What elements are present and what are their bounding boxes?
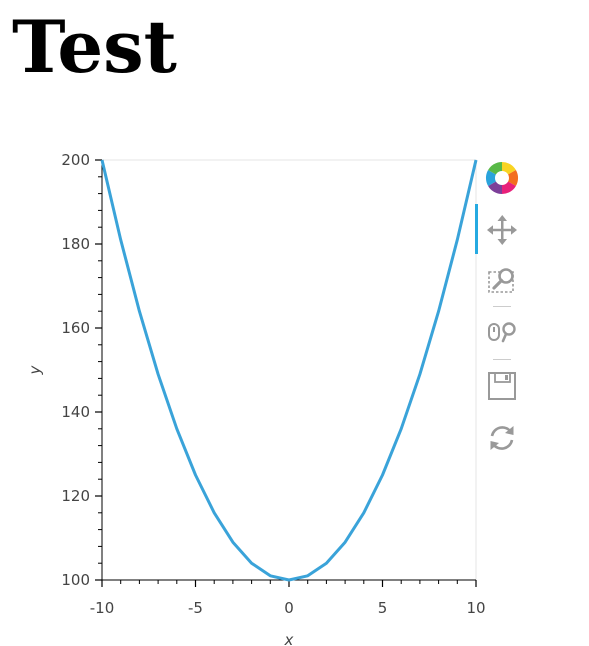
y-tick-label: 100 [61,571,90,589]
y-tick-label: 140 [61,403,90,421]
pan-icon[interactable] [484,212,520,248]
active-tool-indicator [475,204,478,254]
x-tick-label: 5 [378,599,388,617]
series-line [100,159,478,582]
x-axis-label: x [284,631,294,646]
y-tick-label: 160 [61,319,90,337]
toolbar [475,156,526,466]
y-tick-label: 200 [61,151,90,169]
reset-icon[interactable] [484,420,520,456]
x-tick-label: 10 [466,599,485,617]
x-tick-label: -5 [188,599,203,617]
bokeh-logo-icon[interactable] [484,160,520,196]
x-tick-label: 0 [284,599,294,617]
box-zoom-icon[interactable] [484,262,520,298]
save-icon[interactable] [484,368,520,404]
y-axis-label: y [26,364,44,375]
series-layer [100,159,478,582]
toolbar-separator [493,359,511,360]
toolbar-separator [493,306,511,307]
page-title: Test [12,4,177,89]
y-tick-label: 120 [61,487,90,505]
y-axis: 100 120 140 160 180 200 [61,151,103,589]
y-tick-label: 180 [61,235,90,253]
x-axis: -10 -5 0 5 10 [90,579,486,617]
x-tick-label: -10 [90,599,115,617]
wheel-zoom-icon[interactable] [484,314,520,350]
